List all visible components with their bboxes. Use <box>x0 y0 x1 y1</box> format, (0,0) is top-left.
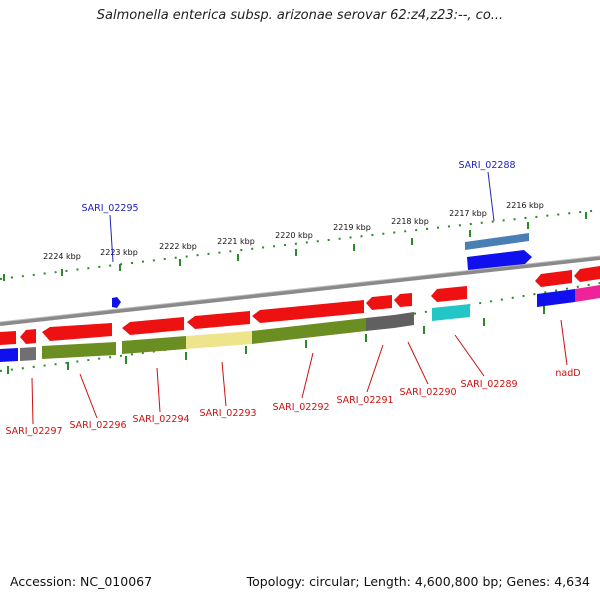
gene-label-sari-02297[interactable]: SARI_02297 <box>5 426 62 437</box>
gene-feature[interactable] <box>535 270 572 287</box>
gene-label-sari-02288[interactable]: SARI_02288 <box>458 160 515 171</box>
gene-label-sari-02295[interactable]: SARI_02295 <box>81 203 138 214</box>
gene-feature[interactable] <box>20 329 36 344</box>
gene-feature[interactable] <box>186 331 252 349</box>
gene-feature[interactable] <box>431 286 467 302</box>
gene-feature[interactable] <box>432 304 470 321</box>
accession-text: Accession: NC_010067 <box>10 574 153 589</box>
gene-feature[interactable] <box>394 293 412 307</box>
gene-feature[interactable] <box>42 323 112 341</box>
gene-label-sari-02289[interactable]: SARI_02289 <box>460 379 517 390</box>
reverse-strand-genes <box>0 266 600 362</box>
gene-label-sari-02294[interactable]: SARI_02294 <box>132 414 189 425</box>
genome-backbone <box>0 256 600 326</box>
tick-label: 2218 kbp <box>391 217 429 226</box>
tick-label: 2216 kbp <box>506 201 544 210</box>
gene-label-sari-02296[interactable]: SARI_02296 <box>69 420 126 431</box>
tick-label: 2221 kbp <box>217 237 255 246</box>
gene-feature[interactable] <box>366 315 394 331</box>
map-title: Salmonella enterica subsp. arizonae sero… <box>96 8 504 23</box>
gene-feature[interactable] <box>0 348 18 362</box>
gene-feature[interactable] <box>394 312 414 328</box>
gene-feature[interactable] <box>574 266 600 282</box>
gene-feature[interactable] <box>252 318 366 344</box>
gene-feature[interactable] <box>575 285 600 302</box>
tick-label: 2222 kbp <box>159 242 197 251</box>
gene-label-sari-02293[interactable]: SARI_02293 <box>199 408 256 419</box>
gene-feature[interactable] <box>187 311 250 329</box>
tick-label: 2217 kbp <box>449 209 487 218</box>
gene-feature[interactable] <box>252 300 364 323</box>
forward-label-leaders <box>109 171 495 263</box>
gene-feature[interactable] <box>42 342 116 359</box>
tick-label: 2224 kbp <box>43 252 81 261</box>
genome-summary-text: Topology: circular; Length: 4,600,800 bp… <box>246 574 590 589</box>
gene-feature[interactable] <box>20 347 36 361</box>
gene-feature[interactable] <box>366 295 392 310</box>
gene-label-sari-02290[interactable]: SARI_02290 <box>399 387 456 398</box>
tick-label: 2219 kbp <box>333 223 371 232</box>
gene-feature[interactable] <box>122 336 186 354</box>
reverse-label-leaders <box>31 319 568 425</box>
gene-feature[interactable] <box>112 297 121 308</box>
gene-feature[interactable] <box>465 233 529 250</box>
gene-feature[interactable] <box>122 317 184 335</box>
gene-feature[interactable] <box>0 331 16 345</box>
gene-label-nadd[interactable]: nadD <box>555 368 580 379</box>
forward-strand-genes <box>112 233 532 308</box>
tick-label: 2223 kbp <box>100 248 138 257</box>
tick-label: 2220 kbp <box>275 231 313 240</box>
gene-label-sari-02291[interactable]: SARI_02291 <box>336 395 393 406</box>
gene-label-sari-02292[interactable]: SARI_02292 <box>272 402 329 413</box>
gene-feature[interactable] <box>467 250 532 270</box>
major-ticks <box>3 212 587 374</box>
tick-labels: 2224 kbp 2223 kbp 2222 kbp 2221 kbp 2220… <box>43 201 544 261</box>
gene-feature[interactable] <box>537 289 575 307</box>
